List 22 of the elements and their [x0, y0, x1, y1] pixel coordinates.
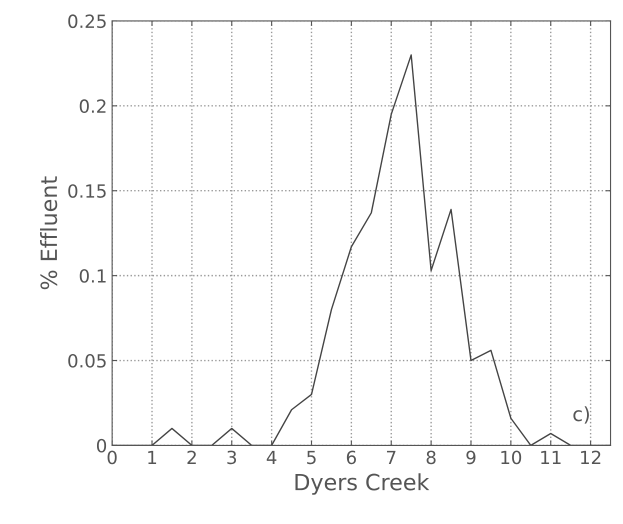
y-tick-label: 0.25: [68, 14, 106, 28]
x-tick-label: 11: [541, 450, 561, 464]
x-tick-label: 6: [346, 450, 356, 464]
y-tick-label: 0.2: [80, 99, 106, 113]
y-axis-title: % Effluent: [40, 176, 58, 290]
annotation: c): [573, 406, 589, 424]
x-tick-label: 0: [108, 450, 117, 464]
x-tick-label: 1: [148, 450, 156, 464]
y-tick-label: 0.1: [80, 269, 106, 283]
y-tick-label: 0.15: [68, 184, 106, 198]
x-tick-label: 2: [187, 450, 196, 464]
x-tick-label: 12: [581, 450, 600, 464]
x-tick-label: 5: [307, 450, 316, 464]
y-tick-label: 0.05: [68, 354, 106, 368]
x-tick-label: 8: [426, 450, 436, 464]
x-tick-label: 3: [227, 450, 236, 464]
x-tick-label: 4: [266, 450, 276, 464]
x-tick-label: 7: [386, 450, 396, 464]
x-axis-title: Dyers Creek: [295, 473, 430, 495]
y-tick-label: 0: [96, 438, 106, 453]
x-tick-label: 10: [501, 450, 522, 464]
x-tick-label: 9: [466, 450, 476, 464]
